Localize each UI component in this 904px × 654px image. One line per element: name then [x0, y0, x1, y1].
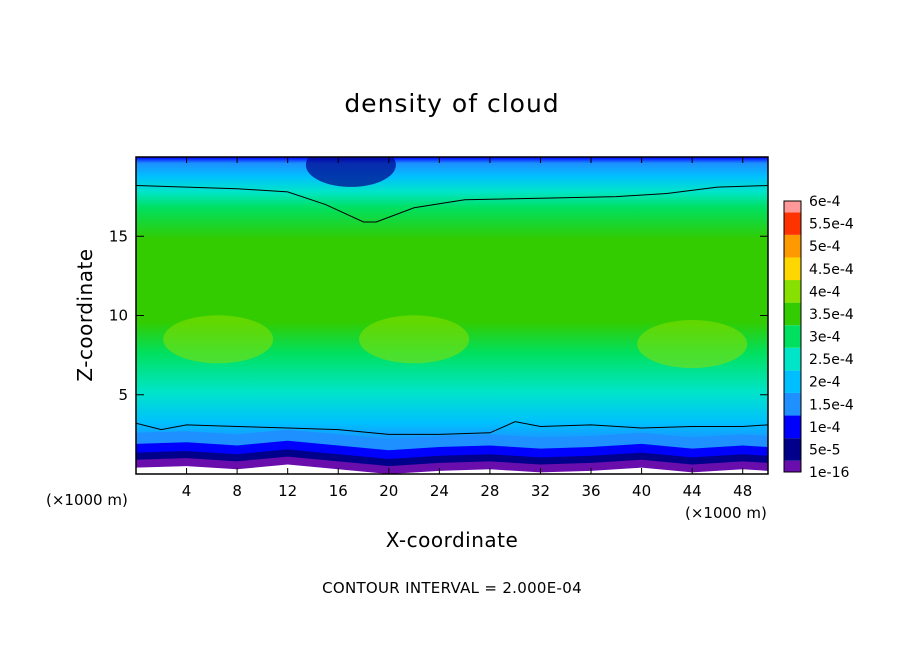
colorbar-swatch	[784, 347, 801, 371]
x-tick-label: 12	[278, 482, 297, 500]
ground-blank	[136, 464, 768, 474]
density-core	[163, 315, 274, 364]
contour-interval-note: CONTOUR INTERVAL = 2.000E-04	[322, 579, 582, 597]
colorbar-label: 5.5e-4	[809, 217, 854, 233]
colorbar-swatch	[784, 392, 801, 416]
y-tick-label: 15	[109, 227, 128, 245]
x-tick-label: 24	[430, 482, 449, 500]
colorbar-swatch	[784, 302, 801, 326]
x-tick-label: 36	[581, 482, 600, 500]
colorbar-swatch	[784, 370, 801, 393]
colorbar-swatch	[784, 415, 801, 439]
x-tick-label: 28	[480, 482, 499, 500]
x-tick-label: 32	[531, 482, 550, 500]
colorbar-label: 3e-4	[809, 330, 841, 346]
x-axis-label: X-coordinate	[386, 528, 519, 552]
colorbar-label: 1.5e-4	[809, 397, 854, 413]
contour-line-upper	[136, 185, 768, 223]
colorbar-label: 3.5e-4	[809, 307, 854, 323]
chart-title: density of cloud	[344, 89, 559, 118]
density-field	[136, 157, 768, 474]
contour-line-lower	[136, 421, 768, 435]
colorbar: 1e-16 5e-5 1e-4 1.5e-4 2e-4 2.5e-4 3e-4 3.5e-4 4…	[783, 194, 854, 481]
colorbar-swatch	[784, 212, 801, 235]
colorbar-swatch	[784, 280, 801, 303]
plot-area	[136, 157, 768, 474]
x-tick-label: 20	[379, 482, 398, 500]
colorbar-swatch	[784, 325, 801, 348]
y-tick-label: 5	[118, 386, 128, 404]
colorbar-label: 4.5e-4	[809, 262, 854, 278]
density-core	[637, 320, 748, 369]
y-axis-ticks: 5 10 15	[109, 227, 768, 404]
colorbar-swatch	[784, 201, 801, 213]
colorbar-label: 5e-4	[809, 239, 841, 255]
x-tick-label: 40	[632, 482, 651, 500]
low-density-pocket	[305, 157, 396, 187]
colorbar-label: 1e-16	[809, 465, 849, 481]
x-tick-label: 44	[683, 482, 702, 500]
colorbar-swatch	[784, 460, 801, 472]
colorbar-swatch	[784, 438, 801, 461]
colorbar-swatch	[784, 257, 801, 281]
colorbar-label: 2e-4	[809, 375, 841, 391]
x-unit-right: (×1000 m)	[685, 504, 767, 522]
x-tick-label: 4	[182, 482, 192, 500]
x-tick-label: 16	[329, 482, 348, 500]
y-tick-label: 10	[109, 307, 128, 325]
colorbar-label: 5e-5	[809, 442, 840, 458]
x-unit-left: (×1000 m)	[46, 491, 128, 509]
colorbar-label: 4e-4	[809, 284, 841, 300]
density-core	[359, 315, 470, 364]
y-axis-label: Z-coordinate	[73, 248, 97, 381]
x-axis-ticks: 4 8 12 16 20 24 28 32 36 40 44 48	[182, 157, 752, 500]
colorbar-frame	[783, 200, 802, 473]
colorbar-label: 6e-4	[809, 194, 841, 210]
colorbar-label: 2.5e-4	[809, 352, 854, 368]
colorbar-label: 1e-4	[809, 420, 841, 436]
colorbar-swatch	[784, 234, 801, 258]
x-tick-label: 48	[733, 482, 752, 500]
x-tick-label: 8	[232, 482, 242, 500]
